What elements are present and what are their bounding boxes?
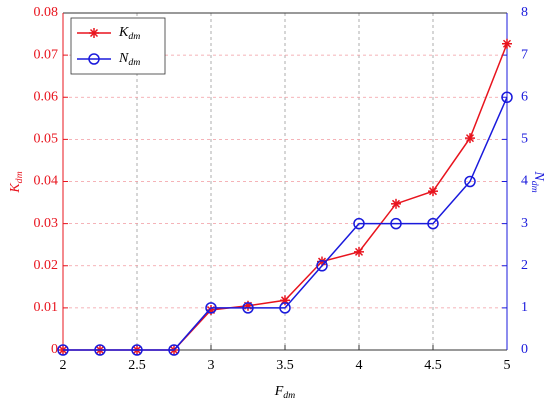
marker	[279, 302, 291, 314]
marker	[390, 217, 402, 230]
y2-tick-label: 8	[521, 5, 528, 20]
y2-tick-label: 1	[521, 300, 528, 315]
x-tick-label: 4	[356, 358, 363, 373]
y-tick-label: 0.07	[34, 47, 59, 62]
y-tick-label: 0.05	[34, 132, 59, 147]
series-line	[63, 96, 508, 351]
y-tick-label: 0.04	[34, 174, 59, 189]
y2-tick-label: 5	[521, 132, 528, 147]
y-axis-label: Kdm	[8, 171, 25, 193]
marker	[57, 344, 69, 356]
marker	[391, 198, 401, 209]
marker	[280, 295, 290, 306]
legend-box	[70, 17, 166, 75]
y-tick-label: 0.03	[34, 216, 59, 231]
marker	[427, 217, 439, 230]
y2-axis-label: Ndm	[529, 170, 546, 192]
x-tick-label: 3	[208, 358, 215, 373]
marker	[501, 91, 513, 103]
marker	[428, 186, 438, 197]
y2-tick-label: 4	[521, 174, 528, 189]
marker	[316, 260, 328, 272]
x-tick-label: 2.5	[128, 358, 146, 373]
marker	[464, 175, 476, 188]
y-tick-label: 0.08	[34, 5, 59, 20]
y-tick-label: 0.01	[34, 300, 59, 315]
y2-tick-label: 2	[521, 258, 528, 273]
y2-tick-label: 7	[521, 47, 528, 62]
marker	[205, 302, 217, 314]
marker	[131, 344, 143, 356]
legend-marker	[89, 28, 99, 38]
marker	[94, 344, 106, 356]
y-tick-label: 0.06	[34, 89, 59, 104]
marker	[502, 38, 512, 49]
x-tick-label: 2	[60, 358, 67, 373]
marker	[353, 217, 365, 230]
marker	[354, 246, 364, 257]
y-tick-label: 0.02	[34, 258, 59, 273]
marker	[242, 302, 254, 314]
legend-label: Ndm	[118, 51, 140, 68]
x-axis-label: Fdm	[274, 384, 296, 401]
x-tick-label: 3.5	[276, 358, 294, 373]
y2-tick-label: 6	[521, 89, 528, 104]
legend-marker	[88, 53, 100, 65]
y2-tick-label: 3	[521, 216, 528, 231]
marker	[168, 344, 180, 356]
marker	[465, 133, 475, 144]
legend-label: Kdm	[118, 25, 140, 42]
y2-tick-label: 0	[521, 342, 528, 357]
y-tick-label: 0	[51, 342, 58, 357]
x-tick-label: 4.5	[424, 358, 442, 373]
x-tick-label: 5	[504, 358, 511, 373]
